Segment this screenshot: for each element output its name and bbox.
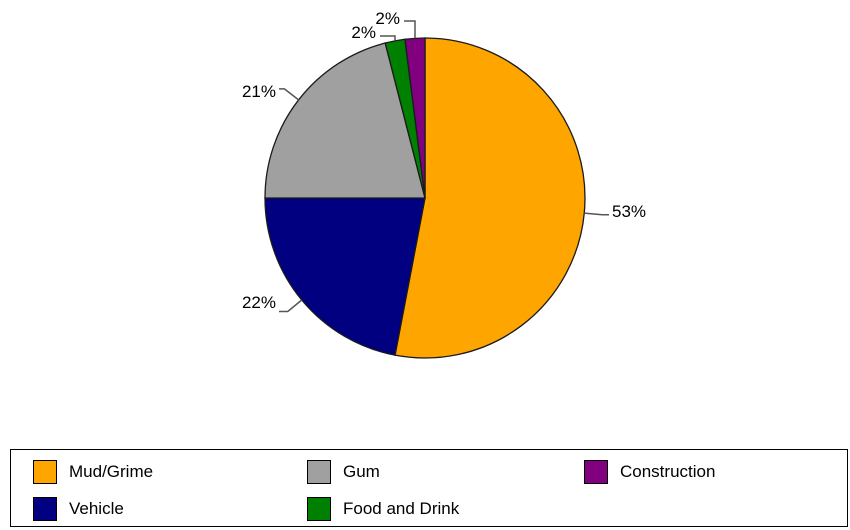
legend-swatch-gum: [307, 460, 331, 484]
legend-label-construction: Construction: [620, 462, 716, 481]
label-leaders: [279, 20, 609, 313]
pie-slice-gum: [264, 42, 426, 199]
slice-label-mud-grime: 53%: [612, 202, 646, 221]
slice-labels: 53% 22% 21% 2%2%: [242, 9, 646, 312]
leader-line-food-and-drink: [380, 35, 396, 41]
legend-item-food-and-drink: Food and Drink: [307, 497, 459, 521]
legend-item-gum: Gum: [307, 460, 380, 484]
pie-slices: [264, 37, 586, 359]
slice-label-construction: 2%: [375, 9, 400, 28]
slice-label-gum: 21%: [242, 82, 276, 101]
leader-line-construction: [404, 20, 416, 39]
legend-label-food-and-drink: Food and Drink: [343, 499, 460, 518]
legend-label-mud-grime: Mud/Grime: [69, 462, 154, 481]
pie-chart: 53% 22% 21% 2%2%: [242, 9, 646, 359]
legend-swatch-mud-grime: [33, 460, 57, 484]
slice-label-vehicle: 22%: [242, 293, 276, 312]
legend-swatch-construction: [584, 460, 608, 484]
legend-item-mud-grime: Mud/Grime: [33, 460, 153, 484]
leader-line-vehicle: [279, 299, 303, 313]
pie-slice-construction: [404, 37, 426, 199]
legend-label-gum: Gum: [343, 462, 380, 481]
legend-item-construction: Construction: [584, 460, 715, 484]
pie-slice-vehicle: [264, 197, 426, 356]
legend-swatch-food-and-drink: [307, 497, 331, 521]
legend-label-vehicle: Vehicle: [69, 499, 124, 518]
pie-slice-mud-grime: [394, 37, 586, 359]
leader-line-gum: [279, 88, 300, 101]
slice-label-food-and-drink: 2%: [351, 23, 376, 42]
legend: Mud/Grime Gum Construction Vehicle Food …: [10, 449, 848, 527]
legend-item-vehicle: Vehicle: [33, 497, 124, 521]
legend-swatch-vehicle: [33, 497, 57, 521]
leader-line-mud-grime: [584, 212, 609, 216]
